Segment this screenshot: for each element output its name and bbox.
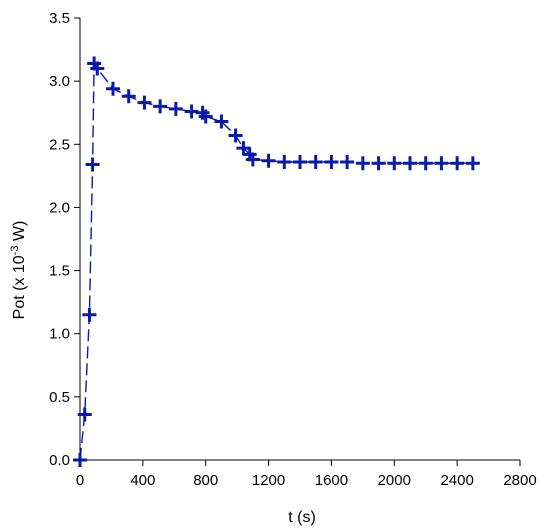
data-point xyxy=(121,89,136,104)
y-tick-label: 2.0 xyxy=(49,199,70,216)
x-tick-label: 2000 xyxy=(378,472,411,489)
x-tick-label: 400 xyxy=(130,472,155,489)
data-point xyxy=(82,307,97,322)
data-point xyxy=(355,156,370,171)
y-tick-label: 3.0 xyxy=(49,73,70,90)
data-point xyxy=(277,154,292,169)
y-tick-label: 3.5 xyxy=(49,10,70,27)
data-point xyxy=(236,141,251,156)
data-point xyxy=(340,154,355,169)
data-point xyxy=(153,99,168,114)
data-point xyxy=(245,152,260,167)
data-point xyxy=(418,156,433,171)
x-tick-label: 2400 xyxy=(440,472,473,489)
data-point xyxy=(450,156,465,171)
data-point xyxy=(214,114,229,129)
x-tick-label: 800 xyxy=(193,472,218,489)
x-tick-label: 0 xyxy=(76,472,84,489)
x-tick-label: 1600 xyxy=(315,472,348,489)
data-point xyxy=(387,156,402,171)
data-point xyxy=(371,156,386,171)
y-tick-label: 1.0 xyxy=(49,326,70,343)
plot-area: 0.0 0.5 1.0 1.5 2.0 2.5 3.0 3.5 0 400 800 1200 1600 2… xyxy=(49,10,537,489)
data-point xyxy=(465,156,480,171)
data-point xyxy=(137,95,152,110)
x-tick-label: 1200 xyxy=(252,472,285,489)
y-tick-label: 2.5 xyxy=(49,136,70,153)
data-point xyxy=(324,154,339,169)
data-point xyxy=(308,154,323,169)
series-line xyxy=(79,61,473,461)
data-point xyxy=(73,453,87,467)
x-tick-label: 2800 xyxy=(503,472,536,489)
data-point xyxy=(90,61,105,76)
x-axis-label: t (s) xyxy=(288,509,316,526)
data-point xyxy=(198,109,213,124)
data-point xyxy=(403,156,417,171)
data-point xyxy=(77,407,92,422)
data-point xyxy=(85,157,100,172)
data-point xyxy=(168,101,183,116)
y-tick-label: 1.5 xyxy=(49,263,70,280)
y-tick-label: 0.5 xyxy=(49,389,70,406)
y-axis-label: Pot (x 10-3 W) xyxy=(9,221,28,320)
data-point xyxy=(293,154,307,169)
y-tick-label: 0.0 xyxy=(49,452,70,469)
data-point xyxy=(434,156,449,171)
data-point xyxy=(106,81,120,96)
data-point xyxy=(228,128,243,143)
data-point xyxy=(261,153,276,168)
